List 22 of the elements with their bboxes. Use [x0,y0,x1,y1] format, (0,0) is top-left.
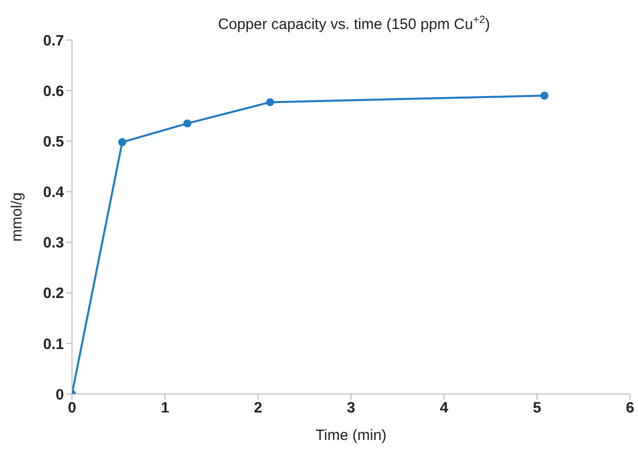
x-tick-label: 6 [626,400,634,417]
point [266,98,274,106]
x-axis-title: Time (min) [315,427,387,444]
point [118,138,126,146]
y-tick-label: 0.5 [43,133,64,150]
chart-title: Copper capacity vs. time (150 ppm Cu$^{+2}$) [218,14,490,33]
y-axis-title: mmol/g [8,192,26,242]
x-tick-label: 4 [440,400,449,417]
x-tick-label: 3 [346,400,356,417]
x-tick-label: 0 [68,400,76,417]
point [540,92,548,100]
x-tick-label: 1 [160,400,170,417]
point [183,119,192,128]
y-tick-label: 0.3 [43,234,64,252]
y-tick-label: 0.2 [43,285,64,302]
x-tick-label: 5 [532,400,542,417]
y-tick-label: 0 [56,386,64,404]
y-tick-label: 0.7 [43,32,64,50]
y-tick-label: 0.1 [43,336,64,353]
y-tick-label: 0.6 [43,82,64,100]
x-tick-label: 2 [254,400,262,417]
y-tick-label: 0.4 [43,184,65,202]
